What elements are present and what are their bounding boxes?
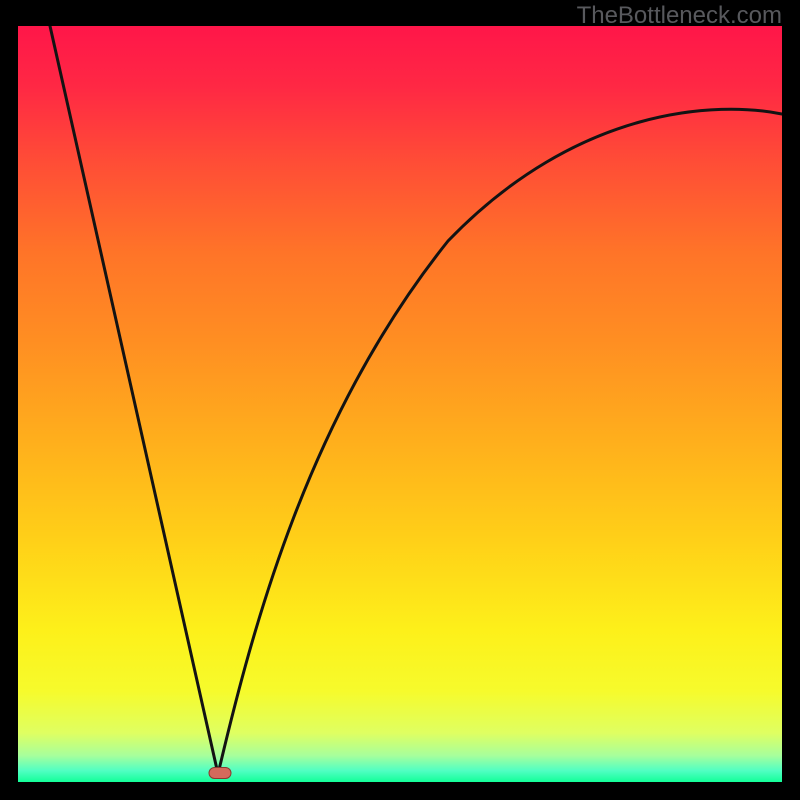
bottleneck-chart: TheBottleneck.com xyxy=(0,0,800,800)
curve-layer xyxy=(18,26,782,782)
plot-area xyxy=(18,26,782,782)
minimum-marker xyxy=(209,768,231,779)
frame-right xyxy=(782,0,800,800)
frame-bottom xyxy=(0,782,800,800)
bottleneck-curve xyxy=(50,26,782,774)
watermark-text: TheBottleneck.com xyxy=(577,2,782,30)
frame-left xyxy=(0,0,18,800)
